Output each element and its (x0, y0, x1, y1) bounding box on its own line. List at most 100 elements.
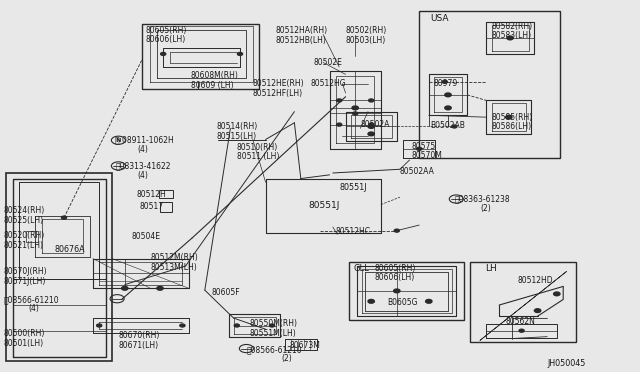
Text: 80525(LH): 80525(LH) (3, 216, 44, 225)
Text: 80671J(LH): 80671J(LH) (3, 277, 45, 286)
Bar (266, 179, 381, 232)
Text: (4): (4) (138, 145, 148, 154)
Text: B0605G: B0605G (387, 298, 418, 307)
Text: 80673M: 80673M (289, 341, 320, 350)
Text: 80515(LH): 80515(LH) (216, 132, 257, 141)
Text: 80575: 80575 (412, 142, 436, 151)
Circle shape (534, 309, 541, 312)
Circle shape (445, 93, 451, 97)
Text: 80676A: 80676A (54, 245, 85, 254)
Circle shape (507, 36, 513, 40)
Text: (2): (2) (480, 204, 491, 213)
Bar (266, 179, 381, 232)
Circle shape (442, 80, 447, 83)
Text: 80512HE(RH): 80512HE(RH) (253, 79, 305, 88)
Circle shape (368, 125, 374, 128)
Text: 80551J: 80551J (308, 201, 340, 210)
Circle shape (519, 329, 524, 332)
Circle shape (368, 132, 374, 136)
Text: 80583(LH): 80583(LH) (492, 31, 532, 40)
Bar (142, 24, 259, 89)
Text: 80502AA: 80502AA (400, 167, 435, 176)
Circle shape (352, 106, 358, 110)
Bar (470, 262, 576, 342)
Text: LH: LH (485, 264, 497, 273)
Text: N: N (116, 138, 121, 143)
Text: 80605(RH): 80605(RH) (374, 264, 416, 273)
Text: Ⓝ08566-61210: Ⓝ08566-61210 (3, 295, 59, 304)
Circle shape (269, 324, 275, 327)
Text: 80562N: 80562N (506, 317, 536, 326)
Text: 80520(RH): 80520(RH) (3, 231, 44, 240)
Text: 80502(RH): 80502(RH) (346, 26, 387, 35)
Circle shape (368, 299, 374, 303)
Circle shape (180, 324, 185, 327)
Text: GLL: GLL (353, 264, 369, 273)
Text: (2): (2) (282, 355, 292, 363)
Text: 80512HA(RH): 80512HA(RH) (275, 26, 327, 35)
Circle shape (337, 99, 342, 102)
Text: JH050045: JH050045 (547, 359, 586, 368)
Bar (349, 262, 464, 320)
Circle shape (161, 52, 166, 55)
Circle shape (394, 289, 400, 293)
Text: 80510(RH): 80510(RH) (237, 143, 278, 152)
Text: 80511 (LH): 80511 (LH) (237, 152, 279, 161)
Circle shape (237, 52, 243, 55)
Text: 80512HB(LH): 80512HB(LH) (275, 36, 326, 45)
Text: 80517: 80517 (140, 202, 164, 211)
Text: 80609 (LH): 80609 (LH) (191, 81, 234, 90)
Text: 80582(RH): 80582(RH) (492, 22, 532, 31)
Text: 80551J: 80551J (339, 183, 367, 192)
Text: 80551M(LH): 80551M(LH) (250, 329, 296, 338)
Text: 80502A: 80502A (360, 120, 390, 129)
Text: Ⓣ 08911-1062H: Ⓣ 08911-1062H (115, 136, 174, 145)
Circle shape (452, 125, 457, 128)
Text: 80550M(RH): 80550M(RH) (250, 319, 298, 328)
Text: 80585(RH): 80585(RH) (492, 113, 532, 122)
Text: 80513M(LH): 80513M(LH) (150, 263, 197, 272)
Text: 80503(LH): 80503(LH) (346, 36, 386, 45)
Circle shape (122, 286, 128, 290)
Text: 80512HG: 80512HG (310, 79, 346, 88)
Text: Ⓝ08566-61210: Ⓝ08566-61210 (246, 345, 302, 354)
Text: 80606(LH): 80606(LH) (146, 35, 186, 44)
Text: Ⓝ08363-61238: Ⓝ08363-61238 (454, 195, 510, 203)
Text: 80514(RH): 80514(RH) (216, 122, 257, 131)
Text: 80671(LH): 80671(LH) (118, 341, 159, 350)
Text: 80608M(RH): 80608M(RH) (191, 71, 239, 80)
Circle shape (426, 299, 432, 303)
Text: 80504E: 80504E (131, 232, 160, 241)
Text: 80670(RH): 80670(RH) (118, 331, 160, 340)
Text: 80500(RH): 80500(RH) (3, 329, 45, 338)
Text: USA: USA (431, 14, 449, 23)
Circle shape (554, 292, 560, 296)
Circle shape (369, 99, 374, 102)
Bar (159, 190, 173, 198)
Circle shape (394, 229, 399, 232)
Circle shape (353, 112, 358, 115)
Text: 80512HF(LH): 80512HF(LH) (253, 89, 303, 97)
Text: 80586(LH): 80586(LH) (492, 122, 532, 131)
Circle shape (157, 286, 163, 290)
Text: B0502AB: B0502AB (430, 121, 465, 130)
Text: (4): (4) (29, 304, 40, 313)
Bar (6, 173, 112, 361)
Text: 80605F: 80605F (211, 288, 240, 296)
Text: 80501(LH): 80501(LH) (3, 339, 44, 348)
Text: Ⓝ08313-41622: Ⓝ08313-41622 (115, 162, 171, 171)
Text: 80979: 80979 (434, 79, 458, 88)
Text: 80512HD: 80512HD (517, 276, 553, 285)
Bar (160, 202, 172, 212)
Text: (4): (4) (138, 171, 148, 180)
Circle shape (61, 216, 67, 219)
Circle shape (445, 106, 451, 110)
Text: 80570M: 80570M (412, 151, 442, 160)
Circle shape (369, 123, 374, 126)
Text: 80605(RH): 80605(RH) (146, 26, 188, 35)
Text: 80512H: 80512H (136, 190, 166, 199)
Text: 80521(LH): 80521(LH) (3, 241, 44, 250)
Text: 80670J(RH): 80670J(RH) (3, 267, 47, 276)
Circle shape (97, 324, 102, 327)
Text: 80512HC: 80512HC (336, 227, 371, 236)
